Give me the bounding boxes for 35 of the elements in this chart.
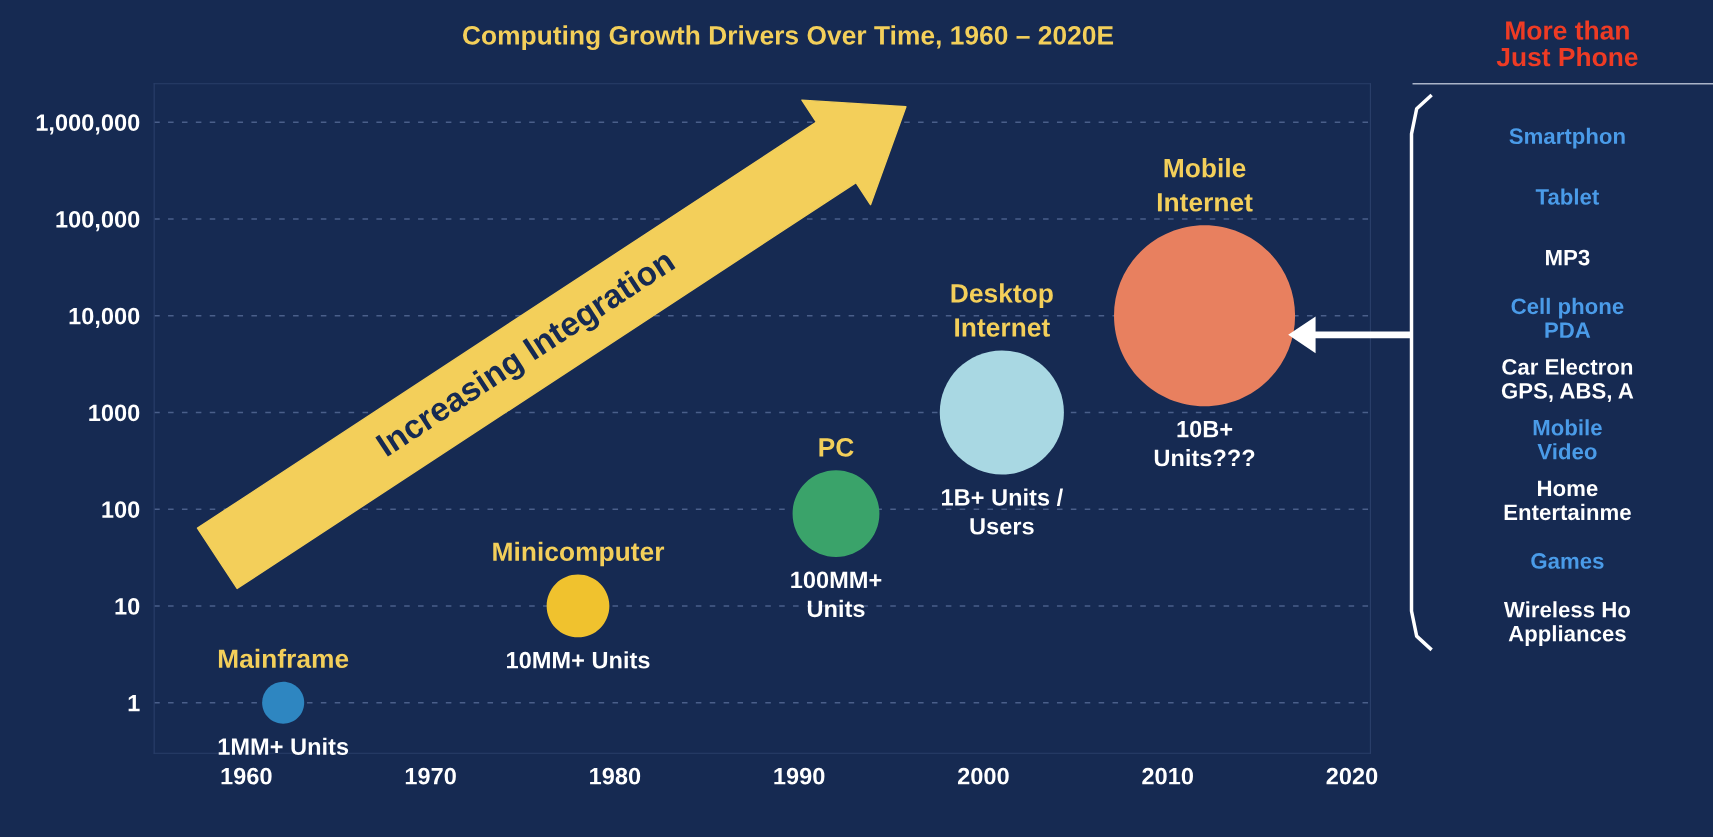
x-tick-label: 2000 <box>957 767 1009 785</box>
text: Games <box>1531 553 1604 569</box>
annotation: Mobile Internet <box>1157 158 1253 212</box>
text: More than Just Phone <box>1496 20 1638 67</box>
annotation: Desktop Internet <box>951 283 1053 337</box>
annotation: PC <box>819 437 854 457</box>
text: Home Entertainme <box>1504 480 1631 521</box>
x-tick-label: 1980 <box>590 767 641 785</box>
annotation: 10B+ Units??? <box>1154 420 1255 467</box>
x-tick-label: 1970 <box>405 767 456 785</box>
annotation: Mainframe <box>218 648 349 669</box>
y-tick-label: 1,000,000 <box>36 114 140 135</box>
y-tick-label: 1 <box>128 695 140 712</box>
text: Wireless Ho Appliances <box>1503 601 1631 646</box>
annotation: Minicomputer <box>493 541 665 567</box>
text: Mobile Video <box>1533 419 1602 460</box>
text: Smartphon <box>1509 127 1625 149</box>
text: MP3 <box>1546 249 1590 266</box>
x-tick-label: 1960 <box>221 767 272 785</box>
chart-title: Computing Growth Drivers Over Time, 1960 – 2020E <box>463 25 1114 51</box>
text: Car Electron GPS, ABS, A <box>1501 358 1634 402</box>
annotation: 10MM+ Units <box>507 651 650 669</box>
y-tick-label: 100 <box>102 501 140 518</box>
x-tick-label: 2010 <box>1142 767 1193 785</box>
y-tick-label: 10 <box>115 598 140 615</box>
x-tick-label: 2020 <box>1326 767 1378 785</box>
annotation: 1MM+ Units <box>218 737 349 755</box>
x-tick-label: 1990 <box>774 767 825 785</box>
annotation: 100MM+ Units <box>791 571 882 618</box>
text: Cell phone PDA <box>1511 297 1624 338</box>
y-tick-label: 100,000 <box>56 211 140 232</box>
text: Tablet <box>1535 188 1600 205</box>
y-tick-label: 1000 <box>89 404 140 422</box>
y-tick-label: 10,000 <box>69 307 140 328</box>
annotation: 1B+ Units / Users <box>941 488 1063 535</box>
